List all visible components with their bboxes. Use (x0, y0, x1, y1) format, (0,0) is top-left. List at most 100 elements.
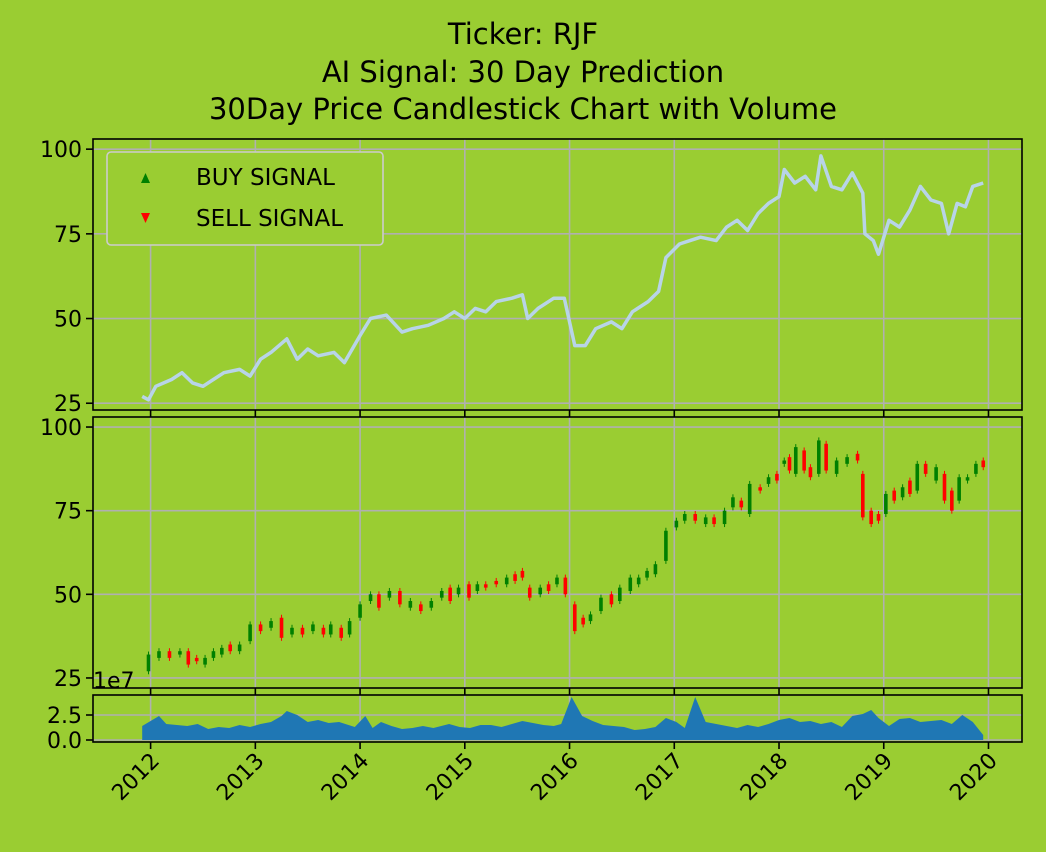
candle-up (817, 440, 821, 474)
candle-down (581, 617, 585, 625)
x-tick-label: 2019 (841, 749, 898, 806)
candle-up (368, 594, 373, 602)
x-tick-label: 2014 (317, 749, 374, 806)
candle-down (739, 500, 744, 508)
x-tick-label: 2012 (108, 749, 165, 806)
y-tick-label: 0.0 (47, 729, 82, 754)
candle-down (693, 514, 698, 521)
x-tick-label: 2017 (631, 749, 688, 806)
candle-down (258, 624, 263, 632)
candle-up (845, 457, 849, 464)
candle-down (494, 580, 499, 585)
candle-down (876, 514, 881, 521)
candle-up (555, 577, 559, 585)
y-tick-label: 2.5 (47, 704, 82, 729)
y-tick-label: 25 (54, 392, 82, 417)
candle-down (546, 584, 551, 591)
candle-up (347, 621, 352, 635)
candle-down (861, 473, 865, 518)
candle-up (674, 520, 679, 528)
candle-up (653, 564, 658, 575)
candle-panel-grid (93, 417, 1022, 688)
candle-up (178, 651, 182, 655)
candle-panel-background (93, 417, 1022, 688)
volume-offset-label: 1e7 (93, 669, 135, 694)
candle-up (793, 447, 798, 474)
candle-up (965, 477, 970, 481)
y-tick-label: 50 (54, 308, 82, 333)
y-tick-label: 75 (54, 500, 82, 525)
candle-down (527, 587, 532, 598)
candle-down (448, 587, 452, 602)
candle-up (237, 644, 242, 652)
candle-up (504, 577, 509, 585)
candle-down (802, 450, 806, 471)
legend: BUY SIGNAL SELL SIGNAL (106, 151, 384, 246)
candle-up (358, 604, 362, 618)
candle-down (339, 627, 344, 638)
candle-up (538, 587, 543, 595)
sell-signal-marker (141, 213, 150, 223)
chart-title-description: 30Day Price Candlestick Chart with Volum… (208, 92, 838, 126)
candle-up (900, 487, 905, 498)
candle-down (520, 570, 525, 578)
candle-down (563, 577, 568, 595)
candle-down (908, 480, 912, 494)
candle-up (211, 651, 216, 658)
candle-up (429, 601, 434, 608)
price-panel-frame (92, 138, 1023, 411)
y-tick-label: 75 (54, 223, 82, 248)
candle-down (808, 467, 813, 478)
x-tick-label: 2018 (736, 749, 793, 806)
y-tick-label: 50 (54, 583, 82, 608)
candle-down (483, 584, 488, 588)
candle-down (572, 604, 577, 632)
x-tick-label: 2015 (422, 749, 479, 806)
candle-up (731, 497, 735, 508)
legend-label-sell: SELL SIGNAL (196, 206, 343, 232)
candle-up (974, 463, 978, 474)
candle-up (664, 530, 668, 561)
candle-down (609, 594, 614, 605)
candle-up (645, 570, 649, 578)
y-tick-label: 100 (40, 138, 82, 163)
candle-up (747, 483, 752, 515)
x-tick-label: 2013 (212, 749, 269, 806)
legend-box (106, 151, 384, 246)
candle-up (636, 577, 641, 585)
candle-up (408, 601, 413, 608)
x-tick-label: 2016 (527, 749, 584, 806)
candle-up (269, 621, 273, 628)
candle-up (884, 493, 888, 515)
candle-down (855, 453, 860, 461)
candle-up (957, 477, 961, 501)
candle-down (467, 584, 471, 598)
buy-signal-marker (141, 173, 150, 183)
candle-up (475, 584, 480, 591)
candle-up (934, 467, 938, 481)
candle-up (146, 654, 151, 672)
candle-down (398, 590, 402, 605)
candle-up (328, 624, 333, 635)
candle-down (869, 510, 873, 525)
y-tick-label: 25 (54, 667, 82, 692)
candles-group (146, 437, 986, 675)
candle-up (456, 587, 461, 595)
candle-up (782, 460, 787, 464)
candle-down (950, 490, 954, 511)
candle-up (290, 627, 294, 635)
candle-up (703, 517, 708, 525)
candle-up (628, 577, 633, 591)
candle-down (228, 644, 233, 652)
x-tick-label: 2020 (945, 749, 1002, 806)
y-tick-label: 100 (40, 416, 82, 441)
legend-label-buy: BUY SIGNAL (196, 165, 335, 191)
candle-down (758, 487, 762, 491)
chart-title-signal: AI Signal: 30 Day Prediction (321, 55, 725, 89)
volume-area (142, 697, 984, 740)
candle-down (942, 473, 947, 501)
price-series-line (141, 154, 984, 402)
candle-down (981, 460, 986, 468)
candle-down (279, 617, 284, 638)
chart-title-ticker: Ticker: RJF (447, 17, 599, 51)
